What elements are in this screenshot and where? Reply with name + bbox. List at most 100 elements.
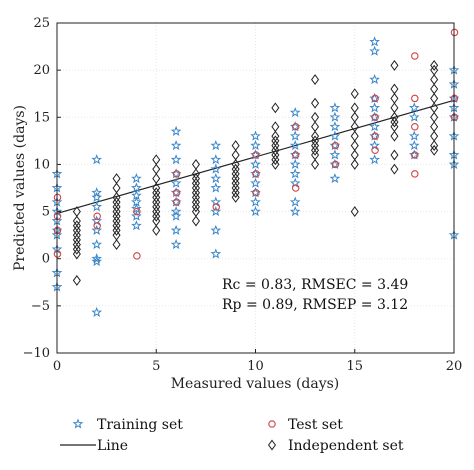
independent-point: [152, 224, 161, 236]
y-tick-label: 20: [33, 63, 50, 78]
training-point: [250, 130, 261, 141]
independent-point: [430, 102, 439, 114]
training-point: [289, 168, 301, 179]
training-point: [91, 238, 103, 250]
independent-point: [152, 210, 161, 222]
independent-point: [271, 121, 280, 133]
x-tick-label: 0: [53, 359, 61, 374]
independent-point: [390, 130, 399, 142]
independent-point: [430, 111, 439, 123]
test-point: [93, 221, 101, 230]
y-tick-label: 5: [42, 205, 50, 220]
training-point: [210, 182, 222, 193]
test-point: [291, 151, 300, 159]
y-tick-label: −5: [31, 299, 50, 314]
independent-point: [430, 144, 439, 156]
training-point: [210, 172, 222, 184]
training-point: [408, 102, 420, 113]
independent-point: [112, 182, 121, 194]
test-point: [252, 188, 260, 197]
independent-point: [350, 158, 359, 170]
test-point: [172, 170, 181, 178]
independent-point: [390, 163, 399, 175]
training-point: [170, 139, 182, 151]
independent-point: [430, 74, 439, 86]
training-point: [91, 224, 103, 235]
independent-point: [152, 163, 161, 175]
independent-point: [430, 92, 439, 104]
test-point: [371, 146, 379, 155]
test-point: [133, 252, 141, 260]
x-tick-label: 20: [446, 359, 463, 374]
training-point: [91, 255, 103, 267]
legend-marker-independent-point: [267, 439, 277, 451]
training-point: [289, 130, 301, 141]
independent-point: [430, 121, 439, 133]
test-point: [331, 160, 340, 169]
test-point: [252, 151, 260, 159]
training-point: [250, 196, 261, 207]
independent-point: [350, 140, 359, 152]
test-point: [291, 184, 300, 192]
training-point: [170, 154, 182, 165]
independent-point: [430, 130, 439, 142]
training-point: [91, 191, 103, 202]
test-point: [371, 132, 379, 140]
test-point: [291, 122, 300, 131]
training-point: [408, 130, 420, 141]
independent-point: [350, 121, 359, 133]
independent-point: [430, 140, 439, 152]
independent-point: [271, 158, 280, 170]
y-tick-label: 25: [33, 16, 50, 31]
test-point: [133, 207, 141, 216]
y-tick-label: −10: [23, 346, 50, 361]
independent-point: [390, 59, 399, 71]
independent-point: [311, 74, 320, 86]
training-point: [250, 158, 261, 169]
independent-point: [112, 173, 121, 185]
x-tick-label: 10: [247, 359, 264, 374]
training-point: [369, 121, 380, 132]
annotation-prediction: Rp = 0.89, RMSEP = 3.12: [222, 297, 408, 313]
legend-label-test: Test set: [288, 417, 343, 433]
training-point: [170, 224, 182, 235]
training-point: [408, 139, 420, 151]
y-tick-label: 0: [42, 252, 50, 267]
independent-point: [72, 243, 81, 255]
training-point: [170, 210, 182, 221]
x-tick-label: 15: [346, 359, 363, 374]
y-tick-label: 10: [33, 157, 50, 172]
legend-marker-training: [72, 418, 84, 429]
independent-point: [231, 140, 240, 152]
test-point: [172, 188, 181, 197]
independent-point: [390, 83, 399, 95]
training-point: [210, 163, 222, 174]
independent-point: [350, 130, 359, 142]
independent-point: [231, 191, 240, 203]
test-point: [371, 113, 379, 122]
independent-point: [112, 239, 121, 251]
test-point: [411, 170, 419, 178]
independent-point: [390, 116, 399, 128]
y-axis-label: Predicted values (days): [12, 105, 28, 271]
data-points: [51, 28, 460, 317]
test-point: [411, 122, 419, 131]
training-point: [289, 158, 301, 169]
training-point: [329, 130, 341, 141]
independent-point: [191, 201, 200, 213]
independent-point: [390, 149, 399, 161]
training-point: [210, 205, 222, 217]
independent-point: [311, 121, 320, 133]
legend-item-test: Test set: [268, 417, 343, 433]
legend-marker-test: [268, 420, 276, 428]
training-point: [91, 253, 103, 264]
training-point: [131, 172, 142, 184]
training-point: [329, 111, 341, 122]
training-point: [250, 139, 261, 151]
training-point: [210, 154, 222, 165]
legend-marker-independent: [267, 439, 277, 451]
independent-point: [231, 187, 240, 199]
legend-label-line: Line: [97, 438, 128, 454]
training-point: [329, 149, 341, 160]
training-point: [369, 102, 380, 113]
